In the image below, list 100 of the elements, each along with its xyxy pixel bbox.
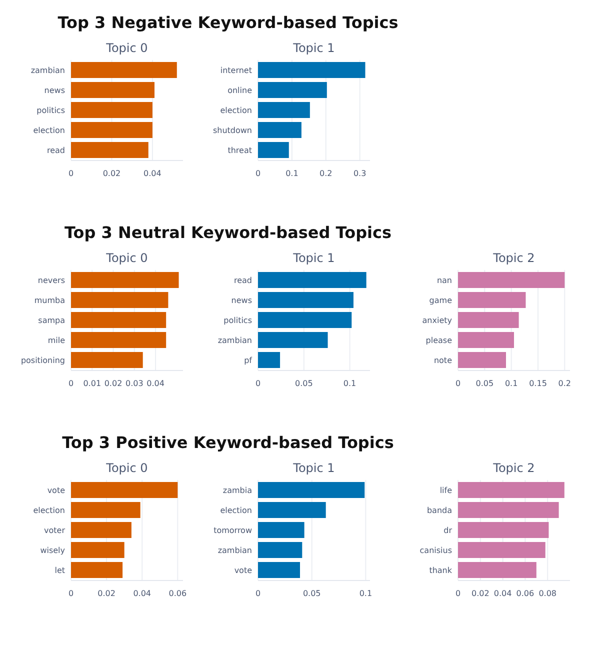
- y-tick-label: sampa: [38, 316, 66, 325]
- bar: [258, 562, 300, 578]
- bar: [71, 292, 168, 308]
- bar: [71, 82, 154, 98]
- y-tick-label: pf: [244, 356, 252, 365]
- x-tick-label: 0.3: [353, 169, 366, 178]
- bar: [71, 522, 132, 538]
- bar: [258, 542, 302, 558]
- bar: [71, 142, 148, 158]
- x-tick-label: 0.03: [125, 379, 144, 388]
- y-tick-label: politics: [36, 106, 65, 115]
- chart-subtitle: Topic 0: [105, 251, 148, 265]
- y-tick-label: mile: [48, 336, 66, 345]
- y-tick-label: banda: [426, 506, 452, 515]
- y-tick-label: canisius: [420, 546, 452, 555]
- x-tick-label: 0.1: [343, 379, 356, 388]
- bar: [258, 312, 352, 328]
- y-tick-label: note: [434, 356, 452, 365]
- bar: [71, 542, 124, 558]
- y-tick-label: positioning: [20, 356, 65, 365]
- x-tick-label: 0: [455, 589, 461, 598]
- y-tick-label: read: [234, 276, 252, 285]
- x-tick-label: 0.02: [98, 589, 116, 598]
- y-tick-label: vote: [47, 486, 66, 495]
- y-tick-label: shutdown: [212, 126, 252, 135]
- bar: [258, 102, 310, 118]
- bar: [258, 62, 366, 78]
- y-tick-label: online: [228, 86, 252, 95]
- bar: [71, 62, 177, 78]
- chart-title: Top 3 Negative Keyword-based Topics: [58, 13, 398, 32]
- y-tick-label: game: [429, 296, 452, 305]
- bar: [258, 122, 302, 138]
- y-tick-label: thank: [429, 566, 452, 575]
- x-tick-label: 0.02: [104, 379, 122, 388]
- y-tick-label: anxiety: [422, 316, 452, 325]
- y-tick-label: zambia: [222, 486, 252, 495]
- chart-subtitle: Topic 1: [292, 251, 335, 265]
- y-tick-label: internet: [220, 66, 252, 75]
- x-tick-label: 0.05: [294, 379, 313, 388]
- y-tick-label: nevers: [38, 276, 65, 285]
- bar: [258, 522, 304, 538]
- y-tick-label: election: [220, 506, 252, 515]
- bar: [458, 502, 559, 518]
- bar: [258, 272, 366, 288]
- x-tick-label: 0.06: [168, 589, 187, 598]
- x-tick-label: 0.2: [320, 169, 332, 178]
- x-tick-label: 0.04: [494, 589, 512, 598]
- x-tick-label: 0: [68, 169, 74, 178]
- bar: [458, 272, 565, 288]
- x-tick-label: 0: [68, 379, 74, 388]
- x-tick-label: 0.2: [558, 379, 572, 388]
- bar: [71, 502, 140, 518]
- bar: [258, 142, 289, 158]
- y-tick-label: please: [426, 336, 452, 345]
- bar: [258, 352, 280, 368]
- y-tick-label: election: [33, 506, 65, 515]
- bar: [71, 272, 179, 288]
- x-tick-label: 0.05: [476, 379, 494, 388]
- x-tick-label: 0: [255, 379, 261, 388]
- y-tick-label: voter: [44, 526, 66, 535]
- bar: [71, 102, 152, 118]
- bar: [258, 482, 365, 498]
- bar: [458, 352, 506, 368]
- bar: [458, 562, 536, 578]
- y-tick-label: threat: [228, 146, 252, 155]
- x-tick-label: 0: [255, 169, 261, 178]
- y-tick-label: wisely: [40, 546, 66, 555]
- bar: [458, 482, 564, 498]
- x-tick-label: 0.05: [302, 589, 321, 598]
- chart-subtitle: Topic 2: [492, 461, 535, 475]
- chart-subtitle: Topic 1: [292, 461, 335, 475]
- y-tick-label: let: [54, 566, 65, 575]
- x-tick-label: 0.1: [286, 169, 298, 178]
- chart-subtitle: Topic 2: [492, 251, 535, 265]
- bar: [71, 332, 166, 348]
- bar: [71, 482, 178, 498]
- y-tick-label: zambian: [218, 546, 252, 555]
- y-tick-label: politics: [224, 316, 252, 325]
- bar: [258, 332, 328, 348]
- bar: [258, 292, 354, 308]
- y-tick-label: zambian: [218, 336, 252, 345]
- chart-subtitle: Topic 1: [292, 41, 335, 55]
- bar: [71, 352, 143, 368]
- x-tick-label: 0.15: [529, 379, 547, 388]
- y-tick-label: zambian: [30, 66, 65, 75]
- y-tick-label: news: [231, 296, 252, 305]
- bar: [258, 502, 326, 518]
- x-tick-label: 0.02: [471, 589, 490, 598]
- bar: [258, 82, 327, 98]
- x-tick-label: 0.01: [83, 379, 102, 388]
- chart-title: Top 3 Positive Keyword-based Topics: [62, 433, 394, 452]
- y-tick-label: tomorrow: [214, 526, 252, 535]
- y-tick-label: vote: [234, 566, 252, 575]
- x-tick-label: 0.1: [504, 379, 518, 388]
- x-tick-label: 0: [68, 589, 74, 598]
- x-tick-label: 0: [455, 379, 461, 388]
- y-tick-label: election: [33, 126, 65, 135]
- y-tick-label: nan: [436, 276, 452, 285]
- x-tick-label: 0.04: [144, 169, 162, 178]
- chart-title: Top 3 Neutral Keyword-based Topics: [64, 223, 392, 242]
